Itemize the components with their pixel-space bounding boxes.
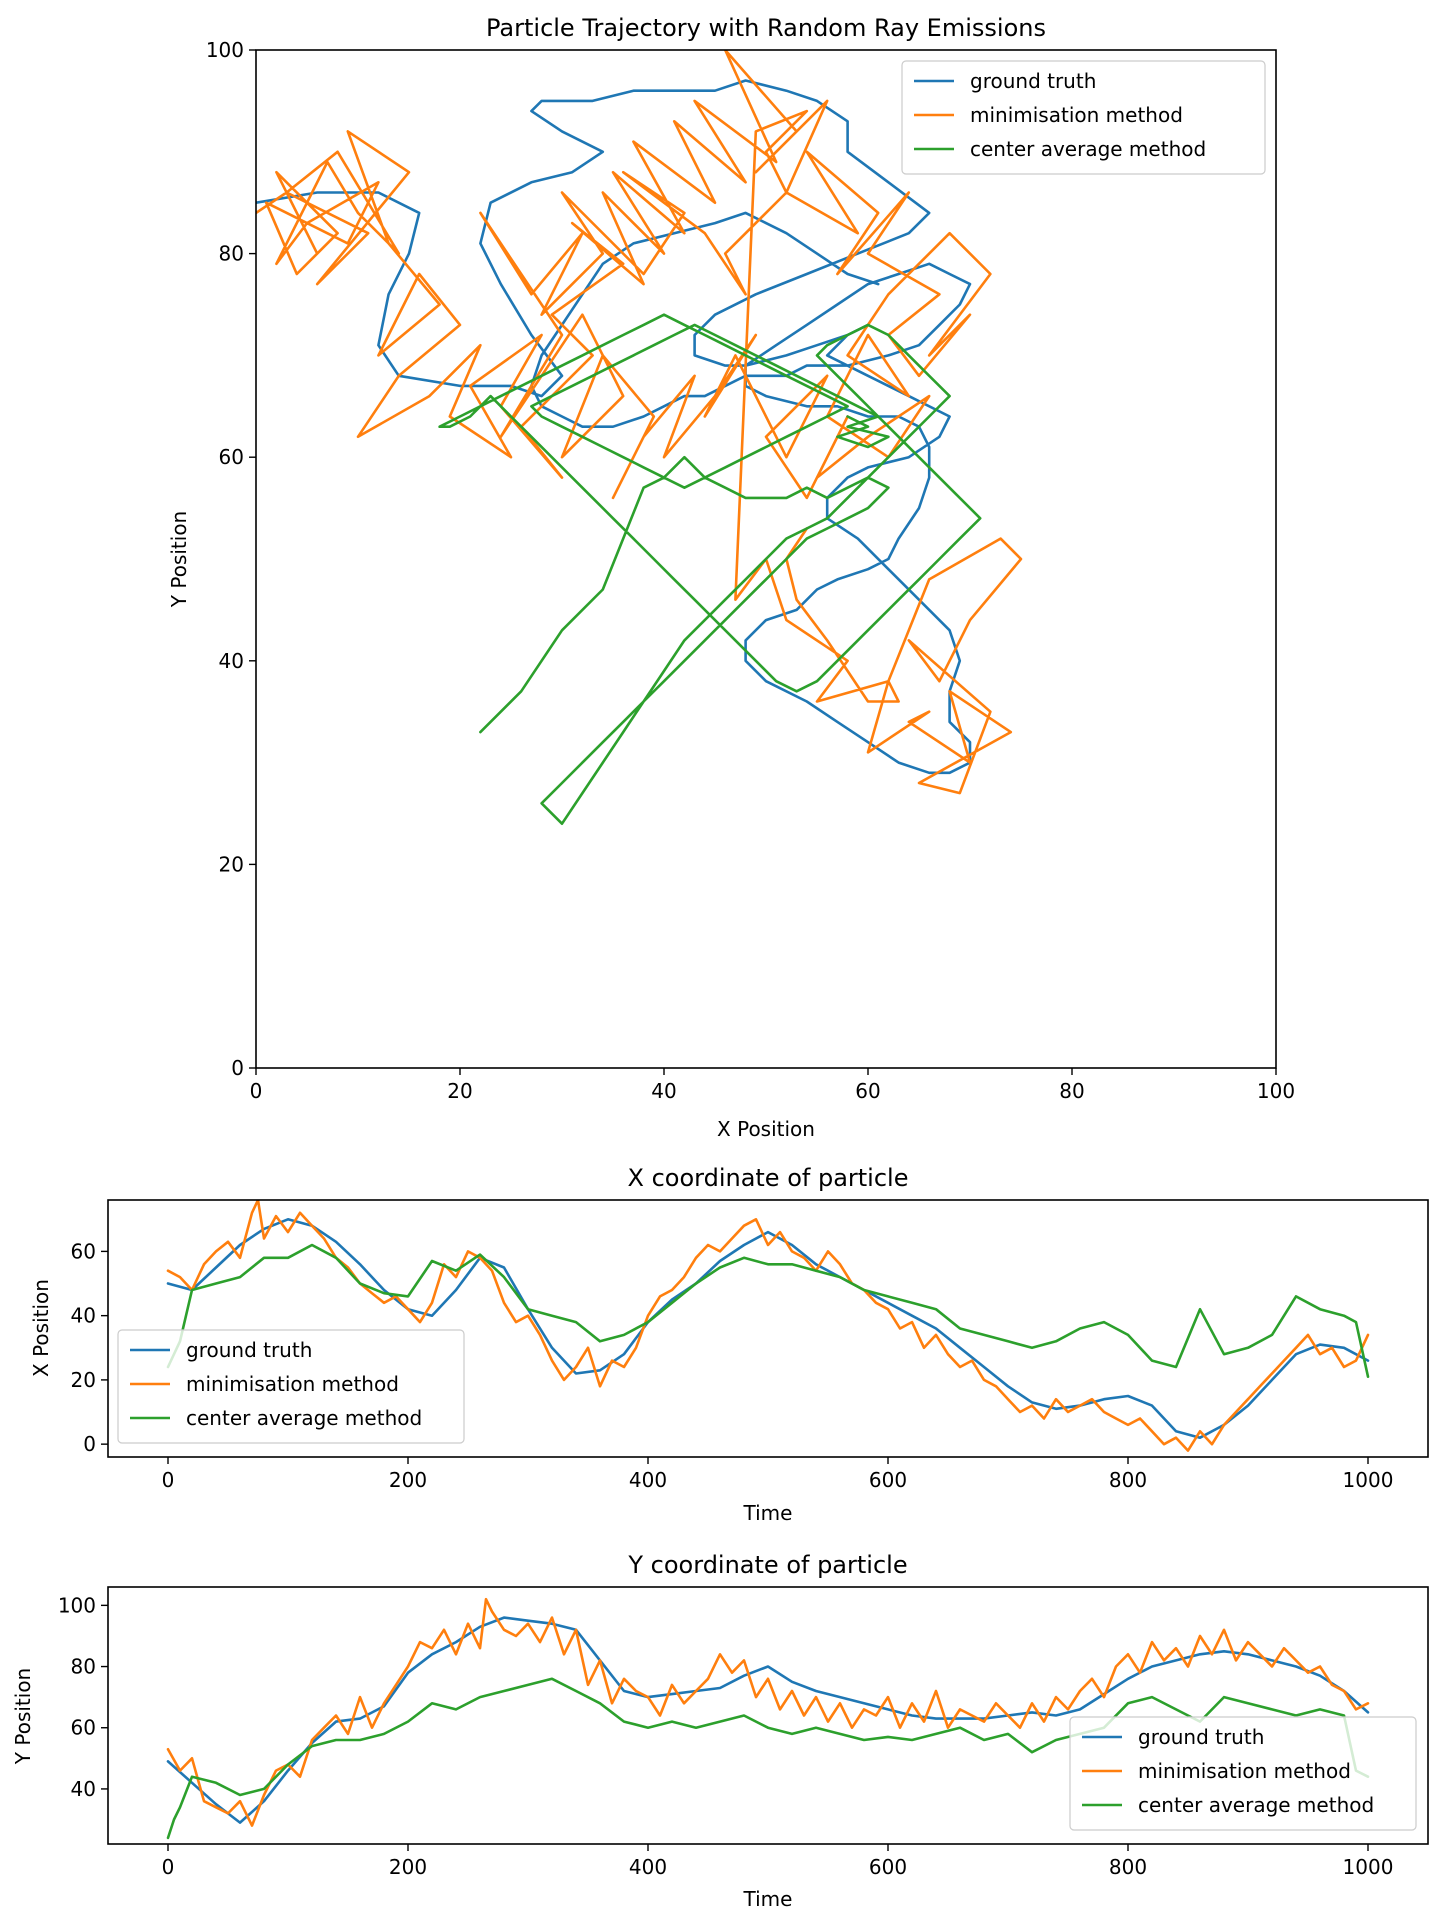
axes-frame [107, 1199, 1429, 1458]
x-coordinate-chart: X coordinate of particle 0 200 400 600 800 10… [29, 1164, 1429, 1525]
x-tick-label: 0 [250, 1079, 263, 1103]
legend-label: minimisation method [1138, 1759, 1351, 1783]
x-tick-label: 60 [855, 1079, 880, 1103]
y-tick-label: 40 [71, 1777, 96, 1801]
axis-ticks: 0 200 400 600 800 1000 40 60 80 100 [58, 1593, 1394, 1879]
plot-area [166, 1597, 1370, 1840]
legend-label: center average method [1138, 1793, 1374, 1817]
legend-label: minimisation method [186, 1372, 399, 1396]
x-tick-label: 100 [1257, 1079, 1295, 1103]
x-tick-label: 40 [651, 1079, 676, 1103]
x-tick-label: 800 [1109, 1468, 1147, 1492]
chart-title: X coordinate of particle [628, 1164, 909, 1192]
y-tick-label: 80 [71, 1655, 96, 1679]
legend-label: center average method [186, 1406, 422, 1430]
series-line-center-average-method [166, 1677, 1370, 1840]
y-tick-label: 60 [219, 445, 244, 469]
series-line-minimisation-method [166, 1597, 1370, 1827]
plot-area [256, 50, 1023, 826]
series-line-ground-truth [256, 79, 972, 775]
x-tick-label: 600 [869, 1855, 907, 1879]
x-tick-label: 200 [389, 1855, 427, 1879]
legend: ground truth minimisation method center … [117, 1329, 465, 1444]
series-line-center-average-method [166, 1243, 1370, 1378]
series-line-ground-truth [166, 1218, 1370, 1439]
legend-box [117, 1329, 465, 1444]
x-tick-label: 200 [389, 1468, 427, 1492]
chart-title: Particle Trajectory with Random Ray Emis… [486, 14, 1046, 42]
y-tick-label: 20 [71, 1368, 96, 1392]
y-tick-label: 80 [219, 242, 244, 266]
legend-label: ground truth [970, 69, 1096, 93]
x-tick-label: 400 [629, 1468, 667, 1492]
y-tick-label: 60 [71, 1239, 96, 1263]
y-coordinate-chart: Y coordinate of particle 0 200 400 600 800 10… [11, 1551, 1429, 1911]
legend-label: ground truth [186, 1338, 312, 1362]
legend-label: center average method [970, 137, 1206, 161]
y-tick-label: 0 [83, 1432, 96, 1456]
y-tick-label: 40 [219, 649, 244, 673]
y-axis-label: Y Position [167, 511, 191, 608]
x-axis-label: Time [743, 1501, 793, 1525]
axis-ticks: 0 20 40 60 80 100 0 20 40 60 80 100 [206, 38, 1295, 1103]
y-tick-label: 100 [58, 1593, 96, 1617]
y-tick-label: 0 [231, 1056, 244, 1080]
series-line-minimisation-method [256, 50, 1023, 795]
x-tick-label: 1000 [1343, 1855, 1394, 1879]
legend-box [901, 60, 1266, 175]
legend-label: ground truth [1138, 1725, 1264, 1749]
plot-area [166, 1200, 1370, 1452]
x-tick-label: 800 [1109, 1855, 1147, 1879]
chart-title: Y coordinate of particle [627, 1551, 907, 1579]
x-tick-label: 600 [869, 1468, 907, 1492]
x-tick-label: 20 [447, 1079, 472, 1103]
legend: ground truth minimisation method center … [901, 60, 1266, 175]
x-axis-label: Time [743, 1887, 793, 1911]
y-axis-label: X Position [29, 1279, 53, 1377]
trajectory-chart: Particle Trajectory with Random Ray Emis… [167, 14, 1295, 1141]
legend: ground truth minimisation method center … [1069, 1716, 1417, 1831]
legend-label: minimisation method [970, 103, 1183, 127]
y-tick-label: 40 [71, 1304, 96, 1328]
axes-frame [107, 1586, 1429, 1845]
x-tick-label: 400 [629, 1855, 667, 1879]
y-tick-label: 100 [206, 38, 244, 62]
x-axis-label: X Position [717, 1117, 815, 1141]
x-tick-label: 80 [1059, 1079, 1084, 1103]
y-tick-label: 60 [71, 1716, 96, 1740]
x-tick-label: 1000 [1343, 1468, 1394, 1492]
x-tick-label: 0 [162, 1855, 175, 1879]
x-tick-label: 0 [162, 1468, 175, 1492]
axes-frame [255, 49, 1277, 1069]
legend-box [1069, 1716, 1417, 1831]
y-tick-label: 20 [219, 852, 244, 876]
series-line-center-average-method [438, 313, 982, 826]
y-axis-label: Y Position [11, 1668, 35, 1765]
axis-ticks: 0 200 400 600 800 1000 0 20 40 60 [71, 1239, 1394, 1492]
